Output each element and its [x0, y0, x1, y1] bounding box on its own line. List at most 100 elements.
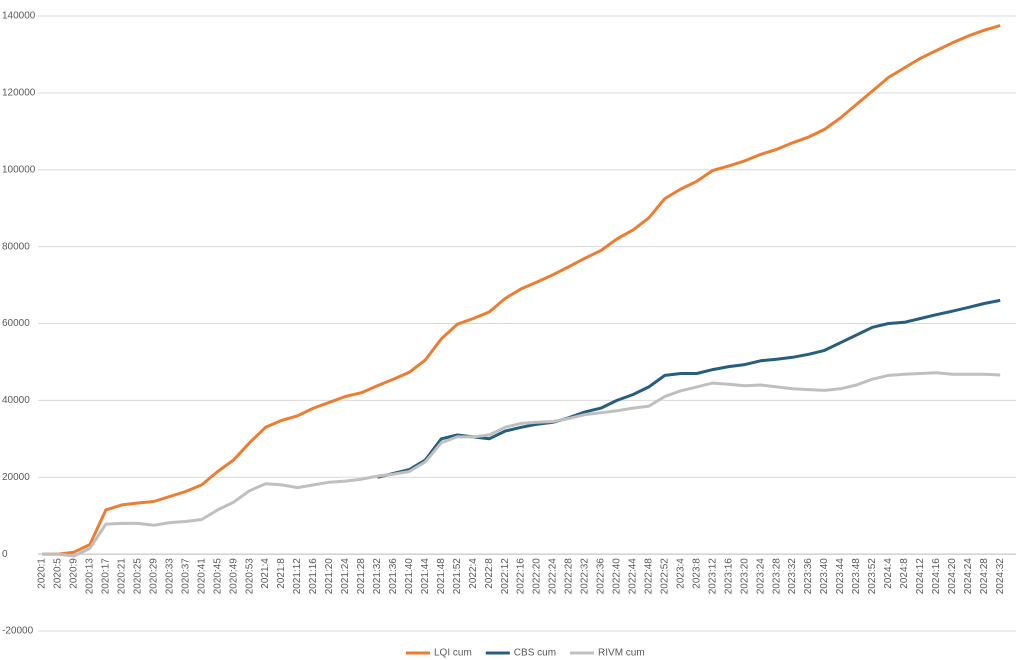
x-tick-label: 2023:28 — [771, 558, 782, 595]
x-tick-label: 2024:4 — [883, 558, 894, 589]
x-tick-label: 2021:28 — [356, 558, 367, 595]
x-tick-label: 2024:32 — [995, 558, 1006, 595]
y-tick-label: 40000 — [2, 395, 30, 406]
x-tick: 2022:40 — [612, 558, 623, 595]
x-tick-label: 2021:20 — [324, 558, 335, 595]
x-tick: 2020:33 — [164, 558, 175, 595]
x-tick: 2024:4 — [883, 558, 894, 589]
x-tick: 2022:16 — [516, 558, 527, 595]
x-tick-label: 2023:48 — [851, 558, 862, 595]
x-tick-label: 2021:40 — [404, 558, 415, 595]
x-tick-label: 2023:8 — [691, 558, 702, 589]
x-tick: 2020:5 — [53, 558, 64, 589]
y-tick-label: 140000 — [2, 11, 36, 22]
x-tick: 2024:32 — [995, 558, 1006, 595]
x-tick-label: 2020:37 — [180, 558, 191, 595]
x-tick-label: 2021:52 — [452, 558, 463, 595]
x-tick-label: 2024:16 — [931, 558, 942, 595]
series-line — [42, 371, 1001, 558]
x-tick-label: 2023:44 — [835, 558, 846, 595]
x-tick-label: 2022:16 — [516, 558, 527, 595]
x-tick: 2023:32 — [787, 558, 798, 595]
x-tick-label: 2020:25 — [132, 558, 143, 595]
x-tick: 2023:48 — [851, 558, 862, 595]
series-line — [42, 24, 1001, 556]
y-tick-label: 120000 — [2, 88, 36, 99]
legend-label: CBS cum — [514, 648, 556, 659]
x-tick: 2023:44 — [835, 558, 846, 595]
x-tick-label: 2021:24 — [340, 558, 351, 595]
y-tick-label: 100000 — [2, 164, 36, 175]
x-tick-label: 2021:48 — [436, 558, 447, 595]
x-tick-label: 2021:44 — [420, 558, 431, 595]
x-tick-label: 2023:20 — [739, 558, 750, 595]
x-tick-label: 2020:41 — [196, 558, 207, 595]
x-tick: 2023:52 — [867, 558, 878, 595]
x-tick: 2021:52 — [452, 558, 463, 595]
x-tick: 2020:45 — [212, 558, 223, 595]
x-tick: 2021:44 — [420, 558, 431, 595]
x-tick-label: 2021:36 — [388, 558, 399, 595]
x-tick-label: 2022:4 — [468, 558, 479, 589]
x-tick: 2020:17 — [101, 558, 112, 595]
x-tick-label: 2024:24 — [963, 558, 974, 595]
x-tick-label: 2023:12 — [707, 558, 718, 595]
x-tick: 2022:36 — [596, 558, 607, 595]
x-tick-label: 2020:17 — [101, 558, 112, 595]
x-tick-label: 2022:28 — [564, 558, 575, 595]
x-tick-label: 2021:12 — [292, 558, 303, 595]
x-tick: 2021:36 — [388, 558, 399, 595]
x-tick-label: 2023:36 — [803, 558, 814, 595]
x-tick-label: 2021:32 — [372, 558, 383, 595]
x-tick-label: 2023:16 — [723, 558, 734, 595]
x-tick-label: 2023:4 — [675, 558, 686, 589]
x-tick: 2022:4 — [468, 558, 479, 589]
x-tick: 2023:4 — [675, 558, 686, 589]
x-tick-label: 2021:16 — [308, 558, 319, 595]
x-tick: 2022:52 — [659, 558, 670, 595]
x-tick: 2020:41 — [196, 558, 207, 595]
x-tick-label: 2023:52 — [867, 558, 878, 595]
x-tick: 2020:1 — [37, 558, 48, 589]
legend-label: RIVM cum — [598, 648, 645, 659]
x-tick: 2022:32 — [580, 558, 591, 595]
x-tick: 2024:24 — [963, 558, 974, 595]
x-tick-label: 2022:20 — [532, 558, 543, 595]
x-tick-label: 2020:5 — [53, 558, 64, 589]
y-tick-label: -20000 — [2, 626, 34, 637]
x-tick-label: 2024:20 — [947, 558, 958, 595]
x-tick: 2020:37 — [180, 558, 191, 595]
x-tick-label: 2023:40 — [819, 558, 830, 595]
x-tick-label: 2020:29 — [148, 558, 159, 595]
x-tick-label: 2020:49 — [228, 558, 239, 595]
x-tick: 2020:25 — [132, 558, 143, 595]
x-tick: 2024:8 — [899, 558, 910, 589]
x-tick: 2021:8 — [276, 558, 287, 589]
x-tick-label: 2020:33 — [164, 558, 175, 595]
y-tick-label: 20000 — [2, 472, 30, 483]
x-tick: 2023:12 — [707, 558, 718, 595]
x-tick: 2020:21 — [116, 558, 127, 595]
x-tick: 2021:40 — [404, 558, 415, 595]
y-tick-label: 80000 — [2, 241, 30, 252]
x-tick-label: 2020:9 — [69, 558, 80, 589]
y-tick-label: 0 — [2, 549, 8, 560]
x-tick: 2024:28 — [979, 558, 990, 595]
x-tick-label: 2022:32 — [580, 558, 591, 595]
x-tick: 2020:49 — [228, 558, 239, 595]
x-tick: 2021:20 — [324, 558, 335, 595]
x-tick: 2020:53 — [244, 558, 255, 595]
x-tick-label: 2022:36 — [596, 558, 607, 595]
x-tick: 2022:20 — [532, 558, 543, 595]
x-tick-label: 2021:8 — [276, 558, 287, 589]
x-tick-label: 2020:53 — [244, 558, 255, 595]
x-tick: 2022:28 — [564, 558, 575, 595]
x-tick-label: 2022:52 — [659, 558, 670, 595]
x-tick-label: 2022:44 — [628, 558, 639, 595]
x-tick-label: 2022:12 — [500, 558, 511, 595]
legend-label: LQI cum — [434, 648, 472, 659]
x-tick: 2023:8 — [691, 558, 702, 589]
x-tick: 2020:13 — [85, 558, 96, 595]
x-tick-label: 2024:12 — [915, 558, 926, 595]
